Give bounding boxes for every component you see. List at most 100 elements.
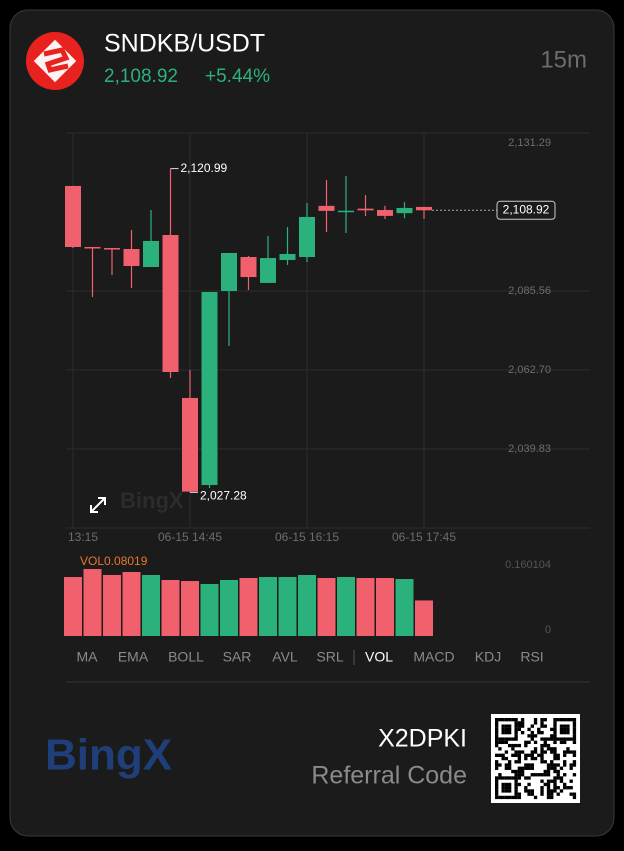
qr-module [559,766,564,770]
qr-module [566,737,570,741]
qr-module [527,789,531,793]
indicator-tab[interactable]: RSI [520,649,543,665]
qr-module [572,795,577,800]
candle-body [377,210,393,216]
qr-module [553,786,557,790]
candle-body [357,208,374,211]
indicator-tab[interactable]: BOLL [168,649,204,665]
qr-module [514,792,518,796]
indicator-tab[interactable]: SAR [223,649,252,665]
qr-module [530,789,534,793]
candle-body [123,248,140,266]
indicator-tab[interactable]: KDJ [475,649,501,665]
qr-module [495,789,499,793]
candle-body [201,292,218,486]
qr-module [514,730,518,735]
volume-bar [317,577,336,636]
qr-module [537,773,541,777]
expand-icon[interactable] [90,497,106,513]
qr-module [514,727,518,732]
candle-body [396,207,413,214]
x-tick-label: 06-15 16:15 [275,530,339,544]
candle-body [299,216,315,258]
qr-module [495,743,499,748]
indicator-tab[interactable]: MACD [413,649,454,665]
qr-module [507,782,512,787]
qr-module [520,766,525,770]
qr-module [559,779,564,783]
qr-module [563,718,567,722]
qr-module [553,730,557,735]
candle-body [338,210,354,213]
qr-module [511,737,515,741]
qr-module [511,718,515,722]
watermark: BingX [120,488,184,513]
qr-module [514,776,518,780]
qr-module [533,734,538,738]
indicator-tab[interactable]: SRL [316,649,343,665]
qr-module [546,786,551,790]
qr-module [520,724,525,728]
indicator-tab[interactable]: AVL [272,649,298,665]
qr-module [498,763,502,767]
qr-module [504,756,509,761]
change: +5.44% [205,66,270,87]
qr-module [498,795,502,800]
qr-module [553,737,557,741]
qr-module [507,724,512,728]
qr-module [553,734,557,738]
qr-module [543,760,547,764]
qr-module [550,789,554,793]
qr-module [559,727,564,732]
qr-module [514,760,518,764]
qr-module [517,727,522,732]
qr-module [543,743,547,748]
qr-module [501,789,505,793]
qr-module [517,743,522,748]
qr-module [501,753,505,757]
qr-module [501,795,505,800]
qr-module [550,747,554,751]
volume-bar [395,579,414,636]
qr-module [498,747,502,751]
qr-module [498,740,502,745]
qr-module [533,740,538,745]
y-tick-label: 2,131.29 [508,137,551,149]
qr-module [559,740,564,745]
qr-module [572,730,577,735]
candle-body [182,397,198,492]
qr-module [524,743,528,748]
qr-module [572,750,577,754]
qr-module [559,718,564,722]
qr-module [533,795,538,800]
qr-module [495,740,499,745]
qr-module [517,766,522,770]
token-logo [26,32,84,90]
qr-module [517,750,522,754]
qr-module [556,718,560,722]
qr-module [543,724,547,728]
qr-module [543,782,547,787]
volume-bar [220,579,238,636]
qr-module [569,766,573,770]
indicator-tab[interactable]: MA [77,649,99,665]
qr-module [514,734,518,738]
qr-module [540,756,544,761]
qr-module [550,734,554,738]
qr-module [566,718,570,722]
qr-module [495,792,499,796]
volume-bar [337,577,355,636]
qr-module [504,776,509,780]
qr-module [501,724,505,728]
qr-module [507,786,512,790]
qr-module [498,773,502,777]
qr-module [572,792,577,796]
qr-module [572,740,577,745]
qr-module [507,730,512,735]
qr-module [559,730,564,735]
qr-module [514,782,518,787]
qr-module [553,753,557,757]
indicator-tab[interactable]: VOL [365,649,393,665]
indicator-tab[interactable]: EMA [118,649,149,665]
qr-module [540,737,544,741]
